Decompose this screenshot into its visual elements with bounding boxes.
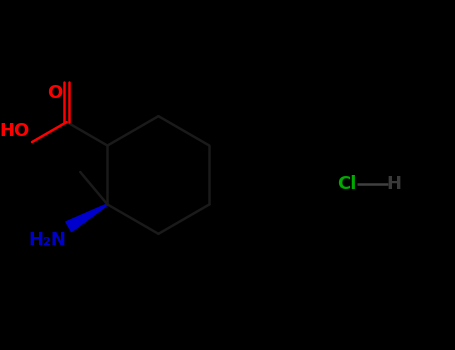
Polygon shape: [66, 204, 108, 232]
Text: Cl: Cl: [337, 175, 356, 194]
Text: HO: HO: [0, 122, 30, 140]
Text: O: O: [47, 84, 62, 103]
Text: H₂N: H₂N: [29, 231, 66, 248]
Text: H: H: [386, 175, 401, 194]
